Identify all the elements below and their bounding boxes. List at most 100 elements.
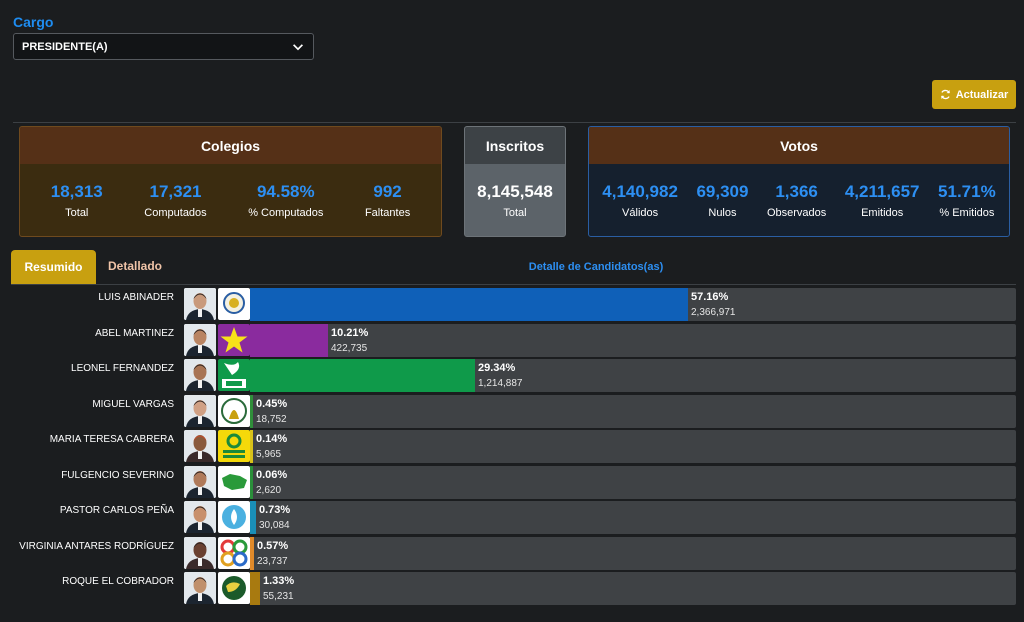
party-logo-image <box>218 465 250 498</box>
candidate-photo <box>184 394 216 427</box>
refresh-icon <box>940 89 950 100</box>
vote-bar-track: 0.14% 5,965 <box>250 430 1016 463</box>
vote-percentage: 0.45% <box>256 397 288 410</box>
vote-count: 2,620 <box>256 484 282 496</box>
inscritos-total: 8,145,548 Total <box>477 181 553 219</box>
votos-observados: 1,366 Observados <box>766 181 827 219</box>
candidate-photo <box>184 359 216 391</box>
chevron-down-icon <box>293 43 303 50</box>
vote-count: 5,965 <box>256 449 282 460</box>
vote-bar <box>250 501 256 534</box>
vote-bar <box>250 323 328 357</box>
candidate-row: MARIA TERESA CABRERA 0.14% 5,965 <box>10 428 1016 463</box>
party-logo-image <box>218 359 250 391</box>
vote-count: 422,735 <box>331 342 368 354</box>
vote-percentage: 10.21% <box>331 326 369 339</box>
party-logo <box>218 536 250 569</box>
party-logo <box>218 288 250 320</box>
candidate-photo-image <box>184 501 216 533</box>
candidate-photo <box>184 323 216 356</box>
cargo-select[interactable]: PRESIDENTE(A) <box>13 33 314 60</box>
vote-percentage: 0.73% <box>259 504 291 516</box>
vote-count: 2,366,971 <box>691 307 736 318</box>
inscritos-title: Inscritos <box>465 127 565 164</box>
vote-bar <box>250 465 253 499</box>
candidate-name: VIRGINIA ANTARES RODRÍGUEZ <box>19 540 174 552</box>
candidate-photo-image <box>184 323 216 356</box>
candidate-photo-image <box>184 572 216 604</box>
colegios-faltantes: 992 Faltantes <box>364 181 411 219</box>
candidate-row: FULGENCIO SEVERINO 0.06% 2,620 <box>10 464 1016 499</box>
candidate-row: LEONEL FERNANDEZ 29.34% 1,214,887 <box>10 357 1016 392</box>
header-divider <box>13 122 1016 123</box>
vote-bar <box>250 536 254 570</box>
vote-bar-track: 0.57% 23,737 <box>250 536 1016 570</box>
vote-count: 1,214,887 <box>478 378 523 389</box>
vote-percentage: 57.16% <box>691 291 729 303</box>
actualizar-button[interactable]: Actualizar <box>932 80 1016 109</box>
vote-percentage: 0.57% <box>257 539 289 552</box>
vote-bar-track: 0.73% 30,084 <box>250 501 1016 534</box>
candidate-photo-image <box>184 359 216 391</box>
vote-bar-track: 57.16% 2,366,971 <box>250 288 1016 321</box>
candidate-photo <box>184 572 216 604</box>
candidate-photo <box>184 288 216 320</box>
candidate-row: ABEL MARTINEZ 10.21% 422,735 <box>10 322 1016 357</box>
vote-count: 23,737 <box>257 555 288 567</box>
colegios-pct-computados: 94.58%% Computados <box>248 181 324 219</box>
party-logo-image <box>218 501 250 533</box>
party-logo <box>218 501 250 533</box>
vote-bar-track: 1.33% 55,231 <box>250 572 1016 605</box>
candidate-photo-image <box>184 288 216 320</box>
candidate-photo-image <box>184 430 216 462</box>
party-logo-image <box>218 536 250 569</box>
vote-count: 18,752 <box>256 413 287 425</box>
colegios-title: Colegios <box>20 127 441 164</box>
vote-bar <box>250 430 253 463</box>
vote-bar <box>250 288 688 321</box>
candidate-row: LUIS ABINADER 57.16% 2,366,971 <box>10 286 1016 321</box>
party-logo-image <box>218 394 250 427</box>
colegios-panel: Colegios 18,313 Total 17,321 Computados 94… <box>19 126 442 237</box>
candidate-name: LUIS ABINADER <box>98 292 174 303</box>
vote-count: 30,084 <box>259 520 290 531</box>
candidate-name: FULGENCIO SEVERINO <box>61 469 174 481</box>
vote-count: 55,231 <box>263 591 294 602</box>
candidate-photo <box>184 465 216 498</box>
vote-percentage: 0.14% <box>256 433 288 445</box>
candidate-name: PASTOR CARLOS PEÑA <box>59 505 174 516</box>
tab-resumido[interactable]: Resumido <box>11 250 96 284</box>
inscritos-panel: Inscritos 8,145,548 Total <box>464 126 566 237</box>
tab-detallado[interactable]: Detallado <box>108 259 163 273</box>
party-logo <box>218 572 250 604</box>
votos-emitidos: 4,211,657 Emitidos <box>844 181 920 219</box>
party-logo <box>218 323 250 356</box>
candidate-photo-image <box>184 465 216 498</box>
candidate-photo <box>184 430 216 462</box>
vote-bar-track: 10.21% 422,735 <box>250 323 1016 357</box>
tab-divider <box>11 284 1016 285</box>
candidate-photo <box>184 536 216 569</box>
votos-validos: 4,140,982 Válidos <box>602 181 678 219</box>
candidate-photo-image <box>184 394 216 427</box>
votos-panel: Votos 4,140,982 Válidos 69,309 Nulos 1,366… <box>588 126 1010 237</box>
cargo-selected-value: PRESIDENTE(A) <box>22 40 108 53</box>
candidate-photo <box>184 501 216 533</box>
candidate-name: ABEL MARTINEZ <box>95 327 174 339</box>
vote-percentage: 1.33% <box>263 575 295 587</box>
vote-percentage: 0.06% <box>256 468 288 481</box>
candidate-name: MARIA TERESA CABRERA <box>49 434 174 445</box>
party-logo <box>218 430 250 462</box>
votos-nulos: 69,309 Nulos <box>696 181 749 219</box>
party-logo-image <box>218 572 250 604</box>
vote-bar <box>250 359 475 392</box>
vote-bar-track: 29.34% 1,214,887 <box>250 359 1016 392</box>
vote-bar <box>250 394 253 428</box>
party-logo-image <box>218 323 250 356</box>
party-logo-image <box>218 430 250 462</box>
candidate-row: ROQUE EL COBRADOR 1.33% 55,231 <box>10 570 1016 605</box>
cargo-label: Cargo <box>13 14 54 30</box>
candidate-name: MIGUEL VARGAS <box>92 398 174 410</box>
detalle-title: Detalle de Candidatos(as) <box>528 261 664 273</box>
party-logo <box>218 465 250 498</box>
